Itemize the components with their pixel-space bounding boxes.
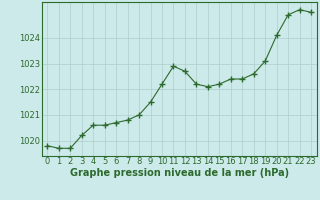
X-axis label: Graphe pression niveau de la mer (hPa): Graphe pression niveau de la mer (hPa) bbox=[70, 168, 289, 178]
